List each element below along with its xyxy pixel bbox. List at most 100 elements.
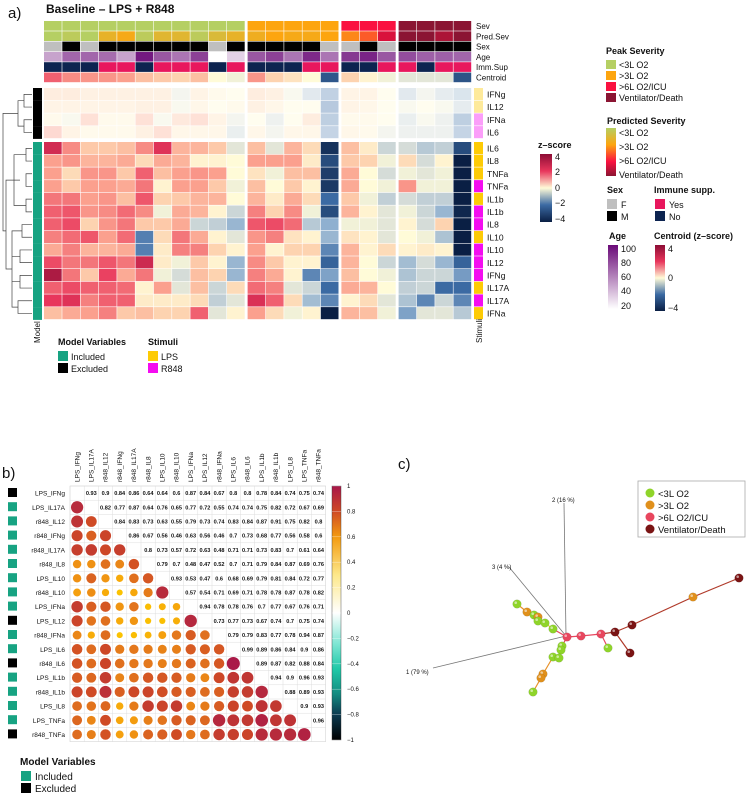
swatch <box>606 60 616 69</box>
swatch <box>606 82 616 91</box>
heatmap-cell <box>265 243 284 256</box>
correlation-value: 0.65 <box>171 505 182 511</box>
heatmap-cell <box>208 126 227 139</box>
heatmap-cell <box>208 100 227 113</box>
annotation-cell-age <box>190 51 209 62</box>
correlation-value: 0.73 <box>157 548 168 554</box>
annotation-row-label: Sex <box>476 43 490 52</box>
heatmap-cell <box>153 167 172 180</box>
row-dendrogram <box>2 94 32 314</box>
model-annotation-cell <box>8 488 17 497</box>
annotation-row-label: Pred.Sev <box>476 32 509 41</box>
model-annotation-cell <box>33 100 42 114</box>
predicted-severity-colorbar <box>606 128 616 176</box>
annotation-cell-imm-sup <box>117 62 135 72</box>
heatmap-cell <box>284 230 302 243</box>
heatmap-cell <box>227 205 245 218</box>
correlation-circle <box>129 573 139 584</box>
stimuli-annotation-cell <box>474 230 483 243</box>
heatmap-cell <box>227 218 245 231</box>
heatmap-cell <box>416 256 435 269</box>
heatmap-cell <box>435 113 453 126</box>
legend-item: Ventilator/Death <box>658 525 726 536</box>
heatmap-cell <box>62 126 80 139</box>
heatmap-cell <box>247 205 266 218</box>
correlation-value: 0.48 <box>214 548 225 554</box>
correlation-circle <box>157 672 168 683</box>
model-annotation-cell <box>8 644 17 654</box>
heatmap-cell <box>435 142 453 155</box>
correlation-value: 0.93 <box>171 576 182 582</box>
heatmap-cell <box>153 88 172 101</box>
correlation-circle <box>100 601 111 612</box>
correlation-value: 0.93 <box>313 690 324 696</box>
correlation-value: 0.76 <box>242 605 253 611</box>
correlation-value: 0.69 <box>299 562 310 568</box>
pca-point-highlight <box>629 622 632 625</box>
heatmap-cell <box>302 243 321 256</box>
correlation-circle <box>199 644 210 655</box>
stimuli-annotation-cell <box>474 269 483 282</box>
correlation-circle <box>241 714 254 727</box>
heatmap-cell <box>435 307 453 320</box>
heatmap-cell <box>359 307 378 320</box>
heatmap-cell <box>208 113 227 126</box>
annotation-cell-age <box>208 51 227 62</box>
heatmap-cell <box>416 269 435 282</box>
heatmap-cell <box>359 154 378 167</box>
correlation-circle <box>284 714 297 727</box>
annotation-cell-sex <box>302 41 321 52</box>
annotation-cell-sex <box>359 41 378 52</box>
dendrogram-branch <box>23 119 32 133</box>
gene-row-label: IL10 <box>487 245 504 255</box>
dendrogram-branch <box>13 154 26 206</box>
correlation-circle <box>71 600 83 613</box>
heatmap-cell <box>172 192 190 205</box>
heatmap-cell <box>265 154 284 167</box>
annotation-cell-centroid <box>302 72 321 83</box>
heatmap-cell <box>416 88 435 101</box>
annotation-cell-sev <box>320 21 339 31</box>
annotation-cell-age <box>80 51 99 62</box>
heatmap-cell <box>62 256 80 269</box>
legend-title: Centroid (z–score) <box>654 231 733 241</box>
heatmap-cell <box>378 256 396 269</box>
heatmap-cell <box>435 281 453 294</box>
correlation-circle <box>186 729 196 740</box>
heatmap-cell <box>227 307 245 320</box>
heatmap-cell <box>359 218 378 231</box>
heatmap-cell <box>190 294 209 307</box>
correlation-value: 0.88 <box>285 690 296 696</box>
correlation-value: 0.82 <box>313 591 324 597</box>
annotation-cell-imm-sup <box>190 62 209 72</box>
heatmap-cell <box>398 243 417 256</box>
heatmap-cell <box>98 269 117 282</box>
correlation-value: 0.72 <box>185 548 196 554</box>
heatmap-cell <box>208 294 227 307</box>
heatmap-cell <box>302 281 321 294</box>
heatmap-cell <box>398 126 417 139</box>
pca-point-highlight <box>530 689 533 692</box>
heatmap-cell <box>265 218 284 231</box>
correlation-circle <box>143 658 153 669</box>
pca-point-highlight <box>535 614 538 617</box>
annotation-cell-centroid <box>284 72 302 83</box>
annotation-cell-centroid <box>153 72 172 83</box>
correlation-circle <box>156 586 169 599</box>
correlation-circle <box>86 672 97 683</box>
correlation-circle <box>227 700 239 712</box>
heatmap-cell <box>453 281 472 294</box>
heatmap-cell <box>341 192 360 205</box>
heatmap-cell <box>416 192 435 205</box>
heatmap-cell <box>378 88 396 101</box>
heatmap-cell <box>453 113 472 126</box>
heatmap-cell <box>208 180 227 193</box>
heatmap-cell <box>135 205 154 218</box>
correlation-value: 0.87 <box>185 491 196 497</box>
heatmap-cell <box>98 180 117 193</box>
annotation-cell-pred-sev <box>135 31 154 41</box>
heatmap-cell <box>265 192 284 205</box>
annotation-cell-centroid <box>453 72 472 83</box>
model-side-label: Model <box>33 321 42 343</box>
legend-marker <box>645 500 655 510</box>
